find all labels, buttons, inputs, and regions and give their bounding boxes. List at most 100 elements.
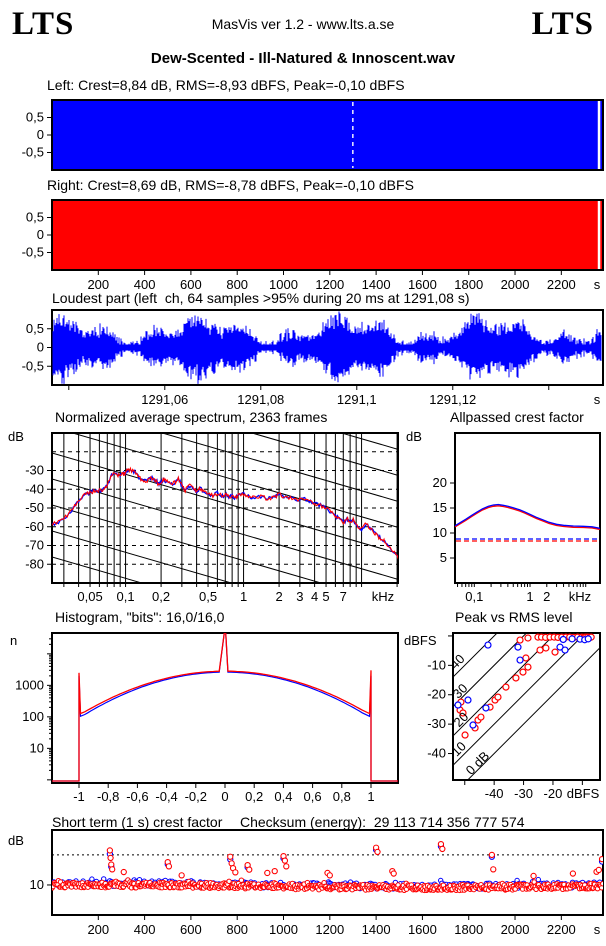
svg-text:-20: -20	[427, 687, 446, 702]
left-waveform-plot-fill	[53, 101, 602, 169]
svg-text:1600: 1600	[408, 922, 437, 937]
svg-text:4: 4	[311, 589, 318, 604]
svg-text:40: 40	[447, 651, 468, 672]
svg-text:1800: 1800	[454, 277, 483, 292]
svg-text:0,2: 0,2	[245, 789, 263, 804]
loudest-part-plot: 0,5 0 -0,5 1291,06 1291,08 1291,1 1291,12 s	[22, 309, 604, 407]
svg-text:0,5: 0,5	[26, 321, 44, 336]
right-waveform-plot: 0,5 0 -0,5 200 400 600 800 1000 1200 1400 1600 1800…	[22, 199, 604, 292]
svg-text:1: 1	[240, 589, 247, 604]
svg-text:-0,6: -0,6	[126, 789, 148, 804]
checksum-line: Checksum (energy): 29 113 714 356 777 57…	[240, 814, 525, 830]
svg-text:-40: -40	[485, 786, 504, 801]
svg-text:-60: -60	[25, 519, 44, 534]
svg-text:-30: -30	[427, 716, 446, 731]
svg-text:10: 10	[433, 525, 447, 540]
histogram-ylabel: n	[10, 633, 18, 648]
svg-text:1200: 1200	[315, 277, 344, 292]
peak-rms-ylabel: dBFS	[404, 633, 437, 648]
right-channel-stats: Right: Crest=8,69 dB, RMS=-8,78 dBFS, Pe…	[47, 177, 414, 193]
left-waveform-plot: 0,5 0 -0,5	[22, 99, 604, 171]
svg-text:-50: -50	[25, 500, 44, 515]
svg-text:dBFS: dBFS	[567, 786, 600, 801]
svg-text:-0,5: -0,5	[22, 245, 44, 260]
svg-text:-0,5: -0,5	[22, 358, 44, 373]
svg-text:100: 100	[22, 709, 44, 724]
logo-right: LTS	[531, 6, 594, 42]
svg-text:s: s	[594, 922, 601, 937]
svg-text:1400: 1400	[362, 922, 391, 937]
app-version-line: MasVis ver 1.2 - www.lts.a.se	[211, 16, 395, 32]
left-channel-stats: Left: Crest=8,84 dB, RMS=-8,93 dBFS, Pea…	[47, 77, 405, 93]
spectrum-plot: -30 -40 -50 -60 -70 -80 0,05 0,1 0,2 0,5 1 2 3 4 5 7 kHz	[25, 432, 399, 604]
svg-text:200: 200	[87, 277, 109, 292]
svg-text:10: 10	[30, 877, 44, 892]
allpassed-crest-plot: 5 10 15 20 0,1 1 2 kHz	[433, 432, 601, 604]
allpassed-ylabel: dB	[406, 429, 422, 444]
svg-text:1291,08: 1291,08	[237, 392, 284, 407]
svg-text:-1: -1	[73, 789, 85, 804]
svg-text:400: 400	[134, 922, 156, 937]
histogram-plot: 10 100 1000 -1 -0,8 -0,6 -0,4 -0,2 0 0,2 0,4 0,6 0,8…	[15, 632, 399, 804]
loudest-part-title: Loudest part (left ch, 64 samples >95% d…	[52, 290, 470, 306]
svg-text:15: 15	[433, 500, 447, 515]
svg-text:0,1: 0,1	[465, 589, 483, 604]
svg-text:0,8: 0,8	[333, 789, 351, 804]
shortterm-ylabel: dB	[8, 833, 24, 848]
svg-text:400: 400	[134, 277, 156, 292]
allpassed-title: Allpassed crest factor	[450, 409, 584, 425]
svg-text:-0,5: -0,5	[22, 145, 44, 160]
svg-text:s: s	[594, 392, 601, 407]
svg-text:1000: 1000	[269, 277, 298, 292]
svg-text:1000: 1000	[15, 677, 44, 692]
svg-text:5: 5	[322, 589, 329, 604]
svg-text:-0,8: -0,8	[97, 789, 119, 804]
svg-text:0,5: 0,5	[26, 210, 44, 225]
svg-text:600: 600	[180, 922, 202, 937]
svg-text:-0,2: -0,2	[185, 789, 207, 804]
svg-text:20: 20	[433, 475, 447, 490]
svg-text:1: 1	[526, 589, 533, 604]
spectrum-ylabel: dB	[8, 429, 24, 444]
svg-text:10: 10	[448, 738, 469, 759]
svg-text:1291,06: 1291,06	[141, 392, 188, 407]
svg-text:-0,4: -0,4	[155, 789, 177, 804]
svg-text:s: s	[594, 277, 601, 292]
spectrum-title: Normalized average spectrum, 2363 frames	[55, 409, 328, 425]
svg-text:800: 800	[226, 277, 248, 292]
right-waveform-plot-fill	[53, 201, 602, 269]
svg-text:0 dB: 0 dB	[463, 748, 493, 778]
svg-text:2000: 2000	[501, 922, 530, 937]
peak-rms-title: Peak vs RMS level	[455, 609, 573, 625]
logo-left: LTS	[12, 6, 75, 42]
svg-text:1291,1: 1291,1	[337, 392, 377, 407]
svg-text:-10: -10	[427, 657, 446, 672]
svg-text:10: 10	[30, 740, 44, 755]
svg-text:-20: -20	[544, 786, 563, 801]
svg-text:1: 1	[367, 789, 374, 804]
svg-text:1000: 1000	[269, 922, 298, 937]
shortterm-title: Short term (1 s) crest factor	[52, 814, 223, 830]
svg-text:0: 0	[37, 127, 44, 142]
svg-text:2200: 2200	[547, 277, 576, 292]
svg-text:0: 0	[37, 227, 44, 242]
svg-text:-80: -80	[25, 556, 44, 571]
svg-text:0,5: 0,5	[26, 110, 44, 125]
svg-text:-70: -70	[25, 538, 44, 553]
svg-text:-40: -40	[25, 481, 44, 496]
svg-text:0: 0	[221, 789, 228, 804]
svg-text:-40: -40	[427, 746, 446, 761]
svg-text:1200: 1200	[315, 922, 344, 937]
svg-text:2200: 2200	[547, 922, 576, 937]
svg-text:1400: 1400	[362, 277, 391, 292]
svg-text:0,6: 0,6	[304, 789, 322, 804]
svg-text:0,1: 0,1	[117, 589, 135, 604]
svg-text:1600: 1600	[408, 277, 437, 292]
svg-text:0,2: 0,2	[152, 589, 170, 604]
svg-text:1800: 1800	[454, 922, 483, 937]
svg-text:2: 2	[543, 589, 550, 604]
svg-text:2000: 2000	[501, 277, 530, 292]
page-title: Dew-Scented - Ill-Natured & Innoscent.wa…	[150, 50, 456, 67]
shortterm-crest-plot: 10 200 400 600 800 1000 1200 1400 1600 1800 2000 22…	[30, 829, 604, 937]
